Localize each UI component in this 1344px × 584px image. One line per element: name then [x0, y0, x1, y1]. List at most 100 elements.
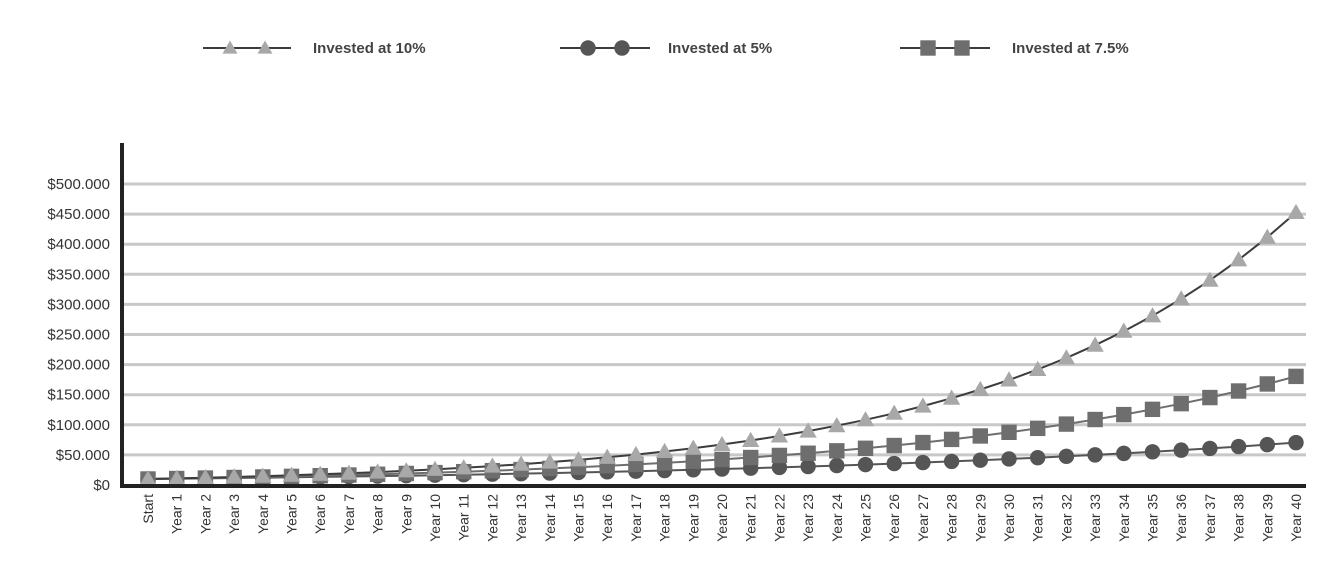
x-tick-label: Year 2: [197, 494, 213, 534]
x-tick-label: Year 36: [1173, 494, 1189, 542]
x-tick-label: Year 34: [1116, 494, 1132, 542]
data-point-triangle: [1201, 271, 1219, 287]
data-point-circle: [1058, 448, 1075, 465]
data-point-square: [1173, 395, 1189, 412]
data-point-triangle: [225, 468, 243, 484]
data-point-triangle: [311, 465, 329, 481]
data-point-triangle: [1086, 336, 1104, 352]
data-point-triangle: [483, 457, 502, 473]
legend-marker-circle: [614, 40, 630, 56]
y-tick-label: $150.000: [47, 387, 110, 404]
data-point-circle: [800, 458, 816, 475]
x-tick-label: Year 1: [169, 494, 185, 534]
data-point-triangle: [1115, 322, 1133, 338]
data-point-circle: [1116, 445, 1132, 462]
data-point-circle: [829, 457, 845, 474]
legend-item: Invested at 10%: [203, 40, 426, 57]
data-point-triangle: [1000, 371, 1018, 387]
x-tick-label: Year 19: [685, 494, 701, 542]
y-tick-label: $0: [93, 477, 110, 494]
data-point-circle: [943, 453, 960, 470]
data-point-triangle: [742, 431, 760, 447]
data-point-square: [886, 437, 902, 454]
x-tick-label: Year 7: [341, 494, 357, 534]
data-point-triangle: [1287, 203, 1305, 220]
data-point-triangle: [1172, 290, 1190, 306]
data-point-square: [1202, 389, 1218, 406]
data-point-triangle: [799, 422, 817, 438]
legend-item: Invested at 7.5%: [900, 40, 1129, 57]
data-point-square: [714, 451, 730, 468]
y-tick-label: $500.000: [47, 176, 110, 193]
x-tick-label: Year 10: [427, 494, 443, 542]
data-point-triangle: [856, 411, 875, 427]
data-point-triangle: [1229, 251, 1248, 267]
data-point-circle: [972, 452, 988, 468]
data-point-square: [943, 431, 960, 448]
data-point-triangle: [1258, 228, 1276, 244]
x-tick-label: Year 39: [1259, 494, 1275, 542]
data-point-triangle: [368, 463, 387, 479]
data-point-triangle: [1143, 307, 1162, 323]
chart-axes: [120, 143, 1306, 488]
data-point-triangle: [541, 453, 559, 469]
data-point-square: [972, 428, 988, 444]
legend-label: Invested at 7.5%: [1012, 40, 1129, 57]
data-point-triangle: [713, 435, 731, 452]
x-tick-label: Year 33: [1087, 494, 1103, 542]
chart-legend: Invested at 10% Invested at 5% Invested at…: [203, 40, 1129, 57]
y-tick-label: $200.000: [47, 357, 110, 374]
data-point-triangle: [1029, 360, 1047, 376]
data-point-square: [1288, 368, 1304, 385]
x-tick-label: Year 28: [944, 494, 960, 542]
legend-label: Invested at 5%: [668, 40, 772, 57]
x-tick-label: Year 30: [1001, 494, 1017, 542]
data-point-triangle: [1057, 349, 1076, 365]
legend-label: Invested at 10%: [313, 40, 426, 57]
data-point-triangle: [828, 417, 846, 433]
data-point-square: [1259, 376, 1275, 392]
data-point-square: [1144, 401, 1161, 418]
x-tick-label: Year 38: [1231, 494, 1247, 542]
data-point-square: [800, 445, 816, 461]
x-tick-label: Year 17: [628, 494, 644, 542]
legend-marker-square: [920, 40, 936, 56]
x-tick-label: Year 23: [800, 494, 816, 542]
data-point-triangle: [914, 397, 932, 413]
x-tick-label: Year 12: [484, 494, 500, 542]
data-point-triangle: [971, 380, 989, 397]
data-point-triangle: [655, 442, 674, 459]
data-point-triangle: [684, 439, 702, 455]
data-point-square: [743, 449, 759, 466]
data-point-triangle: [254, 467, 272, 483]
data-point-triangle: [885, 404, 903, 420]
data-point-square: [771, 447, 788, 464]
x-tick-label: Year 15: [571, 494, 587, 542]
x-tick-label: Year 3: [226, 494, 242, 534]
x-tick-label: Year 13: [513, 494, 529, 542]
data-point-triangle: [569, 451, 588, 467]
x-tick-label: Year 18: [657, 494, 673, 542]
data-point-square: [685, 453, 701, 469]
data-point-triangle: [168, 469, 186, 485]
data-point-triangle: [196, 469, 215, 485]
x-tick-label: Year 14: [542, 494, 558, 542]
x-tick-label: Year 4: [255, 494, 271, 534]
legend-marker-square: [954, 40, 970, 56]
data-point-square: [915, 434, 931, 451]
x-tick-label: Year 16: [599, 494, 615, 542]
data-point-circle: [1144, 444, 1161, 460]
data-point-square: [656, 455, 673, 471]
data-point-square: [1230, 383, 1247, 399]
data-point-circle: [1202, 440, 1218, 457]
x-tick-label: Year 40: [1288, 494, 1304, 542]
data-point-square: [1116, 406, 1132, 423]
x-tick-label: Start: [140, 494, 156, 524]
data-point-circle: [1001, 451, 1017, 467]
y-tick-label: $250.000: [47, 327, 110, 344]
y-tick-label: $100.000: [47, 417, 110, 434]
x-tick-label: Year 37: [1202, 494, 1218, 542]
y-tick-label: $50.000: [56, 447, 110, 464]
data-point-square: [857, 440, 874, 456]
